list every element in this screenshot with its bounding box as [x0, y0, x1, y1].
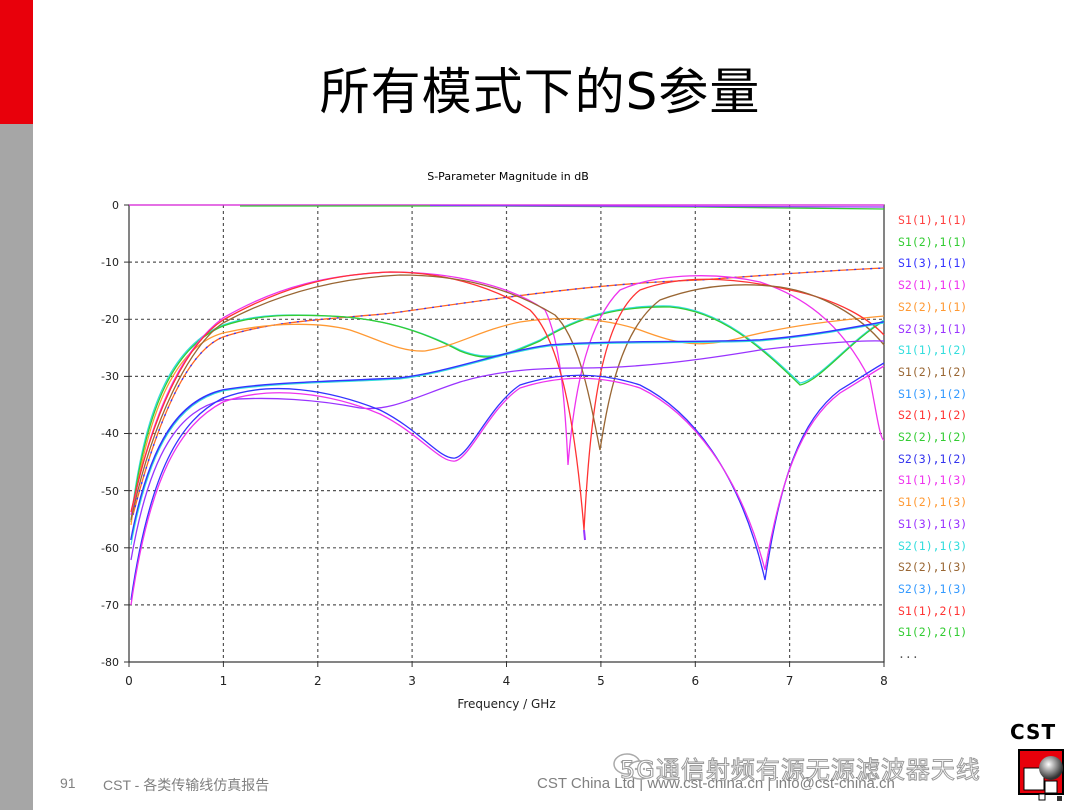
- legend-item: S1(2),2(1): [898, 625, 968, 640]
- legend-item: S1(1),2(1): [898, 603, 968, 618]
- legend-item: S1(2),1(3): [898, 495, 968, 510]
- legend-item: S2(3),1(1): [898, 321, 968, 336]
- svg-text:6: 6: [691, 674, 699, 688]
- wechat-icon: [613, 753, 653, 780]
- svg-text:8: 8: [880, 674, 888, 688]
- legend-item: S1(2),1(2): [898, 364, 968, 379]
- accent-bar-gray: [0, 124, 33, 810]
- svg-text:-70: -70: [101, 599, 119, 612]
- legend-item: S1(3),1(2): [898, 386, 968, 401]
- svg-text:-10: -10: [101, 256, 119, 269]
- legend-item: S2(2),1(2): [898, 430, 968, 445]
- page-number: 91: [60, 775, 76, 791]
- accent-bar-red: [0, 0, 33, 124]
- footer-contact: CST China Ltd | www.cst-china.cn | info@…: [537, 775, 895, 792]
- legend-item: S2(3),1(3): [898, 581, 968, 596]
- svg-text:-30: -30: [101, 370, 119, 383]
- svg-text:-40: -40: [101, 427, 119, 440]
- legend-item: S1(1),1(2): [898, 343, 968, 358]
- svg-text:3: 3: [408, 674, 416, 688]
- watermark-text: 5G通信射频有源无源滤波器天线: [620, 756, 981, 785]
- svg-text:-80: -80: [101, 656, 119, 669]
- chart-title: S-Parameter Magnitude in dB: [427, 170, 589, 183]
- svg-text:-50: -50: [101, 485, 119, 498]
- legend-item: S1(3),1(1): [898, 256, 968, 271]
- legend-item: ...: [898, 647, 919, 662]
- svg-text:-60: -60: [101, 542, 119, 555]
- svg-text:4: 4: [503, 674, 511, 688]
- x-axis-labels: 0 1 2 3 4 5 6 7 8 Frequency / GHz: [125, 674, 888, 711]
- chart-legend: S1(1),1(1) S1(2),1(1) S1(3),1(1) S2(1),1…: [898, 210, 967, 666]
- y-axis-labels: 0 -10 -20 -30 -40 -50 -60 -70 -80: [101, 199, 119, 669]
- cst-logo-icon: [1018, 749, 1064, 801]
- cst-logo-text: CST: [1010, 720, 1057, 744]
- svg-text:7: 7: [786, 674, 794, 688]
- legend-item: S1(1),1(1): [898, 213, 968, 227]
- slide-title: 所有模式下的S参量: [319, 63, 761, 121]
- svg-text:0: 0: [125, 674, 133, 688]
- svg-text:1: 1: [220, 674, 228, 688]
- footer-report-title: CST - 各类传输线仿真报告: [103, 777, 270, 793]
- legend-item: S1(2),1(1): [898, 234, 968, 249]
- svg-text:2: 2: [314, 674, 322, 688]
- grid-lines: [129, 205, 884, 662]
- curves: [129, 204, 885, 606]
- legend-item: S2(1),1(1): [898, 278, 968, 293]
- svg-text:5: 5: [597, 674, 605, 688]
- legend-item: S2(3),1(2): [898, 451, 968, 466]
- legend-item: S2(1),1(3): [898, 538, 968, 553]
- legend-item: S1(1),1(3): [898, 473, 968, 488]
- legend-item: S2(2),1(1): [898, 299, 968, 314]
- svg-text:0: 0: [112, 199, 119, 212]
- legend-item: S1(3),1(3): [898, 516, 968, 531]
- svg-text:-20: -20: [101, 313, 119, 326]
- legend-item: S2(2),1(3): [898, 560, 968, 575]
- x-axis-title: Frequency / GHz: [457, 697, 555, 711]
- legend-item: S2(1),1(2): [898, 408, 968, 423]
